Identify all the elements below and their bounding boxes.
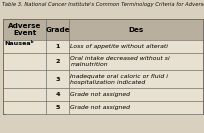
Text: 1: 1 — [55, 44, 60, 49]
Bar — [3, 19, 203, 40]
Text: Adverse
Event: Adverse Event — [8, 23, 41, 36]
Text: Loss of appetite without alterati: Loss of appetite without alterati — [70, 44, 169, 49]
Text: 4: 4 — [55, 92, 60, 97]
Text: Grade: Grade — [45, 27, 70, 33]
Text: Des: Des — [128, 27, 144, 33]
Text: Table 3. National Cancer Institute's Common Terminology Criteria for Adverse Eve: Table 3. National Cancer Institute's Com… — [2, 2, 204, 7]
Text: 2: 2 — [55, 59, 60, 64]
Bar — [3, 53, 203, 70]
Text: Nauseaᵇ: Nauseaᵇ — [4, 41, 34, 46]
Bar — [3, 70, 203, 88]
Text: Inadequate oral caloric or fluid i
hospitalization indicated: Inadequate oral caloric or fluid i hospi… — [70, 74, 169, 85]
Bar — [3, 40, 203, 53]
Text: ᵃ: ᵃ — [4, 114, 6, 118]
Text: Grade not assigned: Grade not assigned — [70, 92, 131, 97]
Text: 5: 5 — [55, 105, 60, 110]
Bar — [3, 88, 203, 101]
Bar — [3, 101, 203, 114]
Text: Grade not assigned: Grade not assigned — [70, 105, 131, 110]
Text: Oral intake decreased without si
malnutrition: Oral intake decreased without si malnutr… — [70, 56, 170, 67]
Text: 3: 3 — [55, 77, 60, 82]
